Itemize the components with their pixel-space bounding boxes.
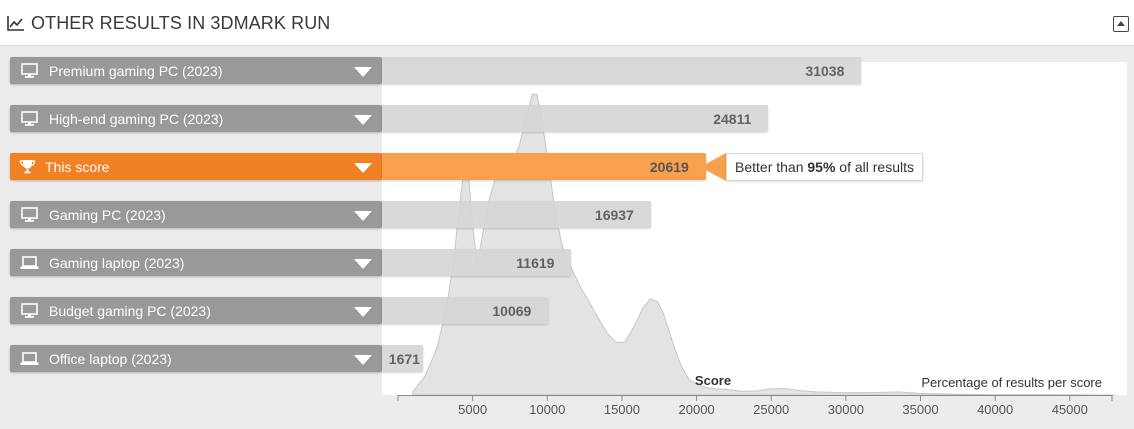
result-row-label: This score (45, 159, 110, 175)
desktop-icon (20, 207, 39, 222)
score-value: 20619 (649, 159, 689, 175)
score-value: 24811 (713, 111, 752, 127)
result-row: Budget gaming PC (2023) 10069 (10, 297, 1130, 324)
x-tick-label: 40000 (977, 402, 1013, 417)
result-row-dropdown[interactable]: This score (10, 153, 382, 180)
trophy-icon (18, 159, 37, 174)
score-value: 31038 (805, 63, 845, 79)
chevron-down-icon (354, 115, 372, 125)
distribution-chart: 5000 10000 15000 20000 25000 30000 35000 40000 4… (397, 93, 1115, 417)
score-bar: 11619 (382, 249, 572, 276)
result-row-label: Budget gaming PC (2023) (49, 303, 211, 319)
callout-percent: 95% (807, 159, 836, 175)
desktop-icon (20, 111, 39, 126)
callout-prefix: Better than (735, 159, 808, 175)
score-bar: 16937 (382, 201, 651, 228)
x-axis-label: Score (695, 373, 731, 388)
chevron-down-icon (354, 307, 372, 317)
x-tick-label: 35000 (902, 402, 938, 417)
desktop-icon (20, 63, 39, 78)
callout-arrow (700, 153, 726, 181)
score-bar: 10069 (382, 297, 549, 324)
desktop-icon (20, 303, 39, 318)
result-row: Gaming PC (2023) 16937 (10, 201, 1130, 228)
result-row-label: High-end gaming PC (2023) (49, 111, 224, 127)
x-tick-label: 20000 (679, 402, 715, 417)
x-tick-label: 25000 (753, 402, 789, 417)
x-tick-label: 15000 (604, 402, 640, 417)
chevron-down-icon (354, 259, 372, 269)
laptop-icon (20, 351, 39, 366)
laptop-icon (20, 255, 39, 270)
chevron-down-icon (354, 67, 372, 77)
result-row-dropdown[interactable]: High-end gaming PC (2023) (10, 105, 382, 132)
score-value: 11619 (516, 255, 555, 271)
result-row-dropdown[interactable]: Office laptop (2023) (10, 345, 382, 372)
result-row-dropdown[interactable]: Gaming laptop (2023) (10, 249, 382, 276)
score-value: 16937 (594, 207, 634, 223)
result-row: This score 20619 (10, 153, 1130, 180)
result-row-label: Office laptop (2023) (49, 351, 172, 367)
score-bar: 20619 (382, 153, 706, 180)
result-row-label: Premium gaming PC (2023) (49, 63, 223, 79)
chevron-down-icon (354, 211, 372, 221)
score-value: 10069 (492, 303, 532, 319)
results-panel-header: OTHER RESULTS IN 3DMARK RUN (0, 0, 1134, 46)
result-row: Office laptop (2023) 1671 (10, 345, 1130, 372)
result-row-label: Gaming PC (2023) (49, 207, 166, 223)
line-chart-icon (7, 14, 25, 32)
x-tick-label: 5000 (458, 402, 487, 417)
result-row-dropdown[interactable]: Gaming PC (2023) (10, 201, 382, 228)
result-row: Premium gaming PC (2023) 31038 (10, 57, 1130, 84)
score-bar: 31038 (382, 57, 862, 84)
score-bar: 24811 (382, 105, 769, 132)
result-row-dropdown[interactable]: Premium gaming PC (2023) (10, 57, 382, 84)
result-row-dropdown[interactable]: Budget gaming PC (2023) (10, 297, 382, 324)
callout-suffix: of all results (835, 159, 915, 175)
collapse-icon[interactable] (1113, 16, 1129, 32)
panel-title: OTHER RESULTS IN 3DMARK RUN (31, 13, 331, 33)
y-axis-label: Percentage of results per score (921, 375, 1102, 390)
result-row-label: Gaming laptop (2023) (49, 255, 185, 271)
result-row: High-end gaming PC (2023) 24811 (10, 105, 1130, 132)
score-bar: 1671 (382, 345, 423, 372)
score-value: 1671 (388, 351, 420, 367)
x-tick-label: 30000 (828, 402, 864, 417)
chevron-down-icon (354, 355, 372, 365)
x-tick-label: 45000 (1052, 402, 1088, 417)
callout-box: Better than 95% of all results (726, 153, 924, 181)
chevron-down-icon (354, 163, 372, 173)
x-tick-label: 10000 (529, 402, 565, 417)
result-row: Gaming laptop (2023) 11619 (10, 249, 1130, 276)
